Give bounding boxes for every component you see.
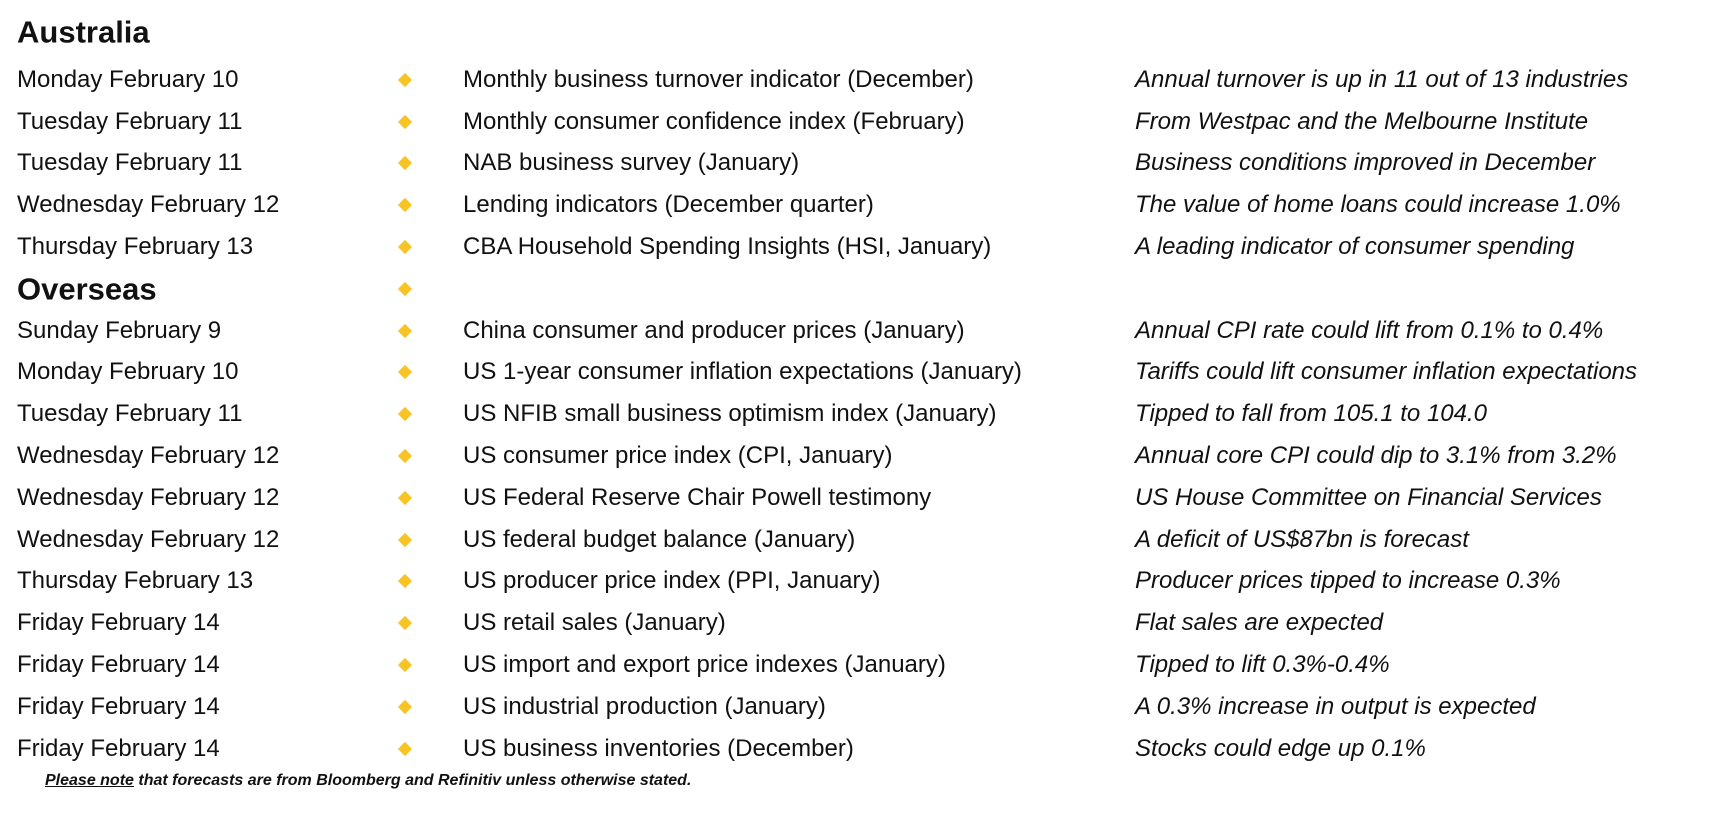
date: Friday February 14 (17, 734, 220, 762)
bullet (397, 616, 413, 631)
note: A leading indicator of consumer spending (1135, 233, 1575, 260)
bullet (397, 699, 413, 714)
date: Thursday February 13 (17, 567, 254, 595)
event: US 1-year consumer inflation expectation… (463, 358, 1022, 386)
event: US Federal Reserve Chair Powell testimon… (463, 483, 932, 511)
event: US business inventories (December) (463, 734, 854, 762)
note: Tipped to lift 0.3%-0.4% (1135, 651, 1390, 678)
date: Tuesday February 11 (17, 107, 243, 135)
event: US producer price index (PPI, January) (463, 567, 881, 595)
footnote: Please note that forecasts are from Bloo… (45, 772, 691, 790)
note: Flat sales are expected (1135, 609, 1384, 637)
event: US industrial production (January) (463, 692, 826, 720)
date: Sunday February 9 (17, 316, 222, 344)
bullet (397, 114, 413, 129)
event: Lending indicators (December quarter) (463, 191, 874, 219)
event: Monthly business turnover indicator (Dec… (463, 65, 974, 93)
bullet (397, 323, 413, 338)
note: Annual core CPI could dip to 3.1% from 3… (1135, 442, 1617, 469)
bullet (397, 281, 413, 296)
event: US retail sales (January) (463, 609, 726, 637)
date: Wednesday February 12 (17, 442, 280, 469)
bullet (397, 365, 413, 380)
event: US NFIB small business optimism index (J… (463, 400, 997, 428)
date: Monday February 10 (17, 65, 239, 93)
bullet (397, 490, 413, 505)
date: Friday February 14 (17, 651, 220, 678)
date: Friday February 14 (17, 692, 220, 720)
note: Stocks could edge up 0.1% (1135, 734, 1426, 762)
event: China consumer and producer prices (Janu… (463, 316, 965, 344)
event: US consumer price index (CPI, January) (463, 442, 893, 469)
section-title: Australia (17, 14, 150, 50)
bullet (397, 532, 413, 547)
note: A 0.3% increase in output is expected (1135, 692, 1536, 720)
date: Tuesday February 11 (17, 149, 243, 177)
note: Producer prices tipped to increase 0.3% (1135, 567, 1561, 595)
date: Wednesday February 12 (17, 191, 280, 219)
event: US import and export price indexes (Janu… (463, 651, 946, 678)
note: From Westpac and the Melbourne Institute (1135, 107, 1589, 135)
event: CBA Household Spending Insights (HSI, Ja… (463, 233, 992, 260)
bullet (397, 657, 413, 673)
date: Wednesday February 12 (17, 525, 280, 553)
bullet (397, 448, 413, 464)
date: Wednesday February 12 (17, 483, 280, 511)
bullet (397, 156, 413, 171)
event: US federal budget balance (January) (463, 525, 856, 553)
date: Thursday February 13 (17, 233, 254, 260)
note: Annual turnover is up in 11 out of 13 in… (1135, 65, 1629, 93)
note: The value of home loans could increase 1… (1135, 191, 1621, 219)
event: NAB business survey (January) (463, 149, 800, 177)
note: Business conditions improved in December (1135, 149, 1596, 177)
date: Monday February 10 (17, 358, 239, 386)
note: Tariffs could lift consumer inflation ex… (1135, 358, 1638, 386)
note: A deficit of US$87bn is forecast (1135, 525, 1469, 553)
footnote-text: that forecasts are from Bloomberg and Re… (133, 772, 692, 789)
bullet (397, 239, 413, 255)
section-title: Overseas (17, 271, 157, 307)
bullet (397, 741, 413, 756)
footnote-emphasis: Please note (45, 772, 134, 789)
bullet (397, 198, 413, 213)
note: US House Committee on Financial Services (1135, 483, 1602, 511)
date: Tuesday February 11 (17, 400, 243, 428)
note: Annual CPI rate could lift from 0.1% to … (1135, 316, 1604, 344)
bullet (397, 72, 413, 87)
bullet (397, 574, 413, 589)
bullet (397, 407, 413, 422)
date: Friday February 14 (17, 609, 220, 637)
note: Tipped to fall from 105.1 to 104.0 (1135, 400, 1488, 428)
event: Monthly consumer confidence index (Febru… (463, 107, 965, 135)
